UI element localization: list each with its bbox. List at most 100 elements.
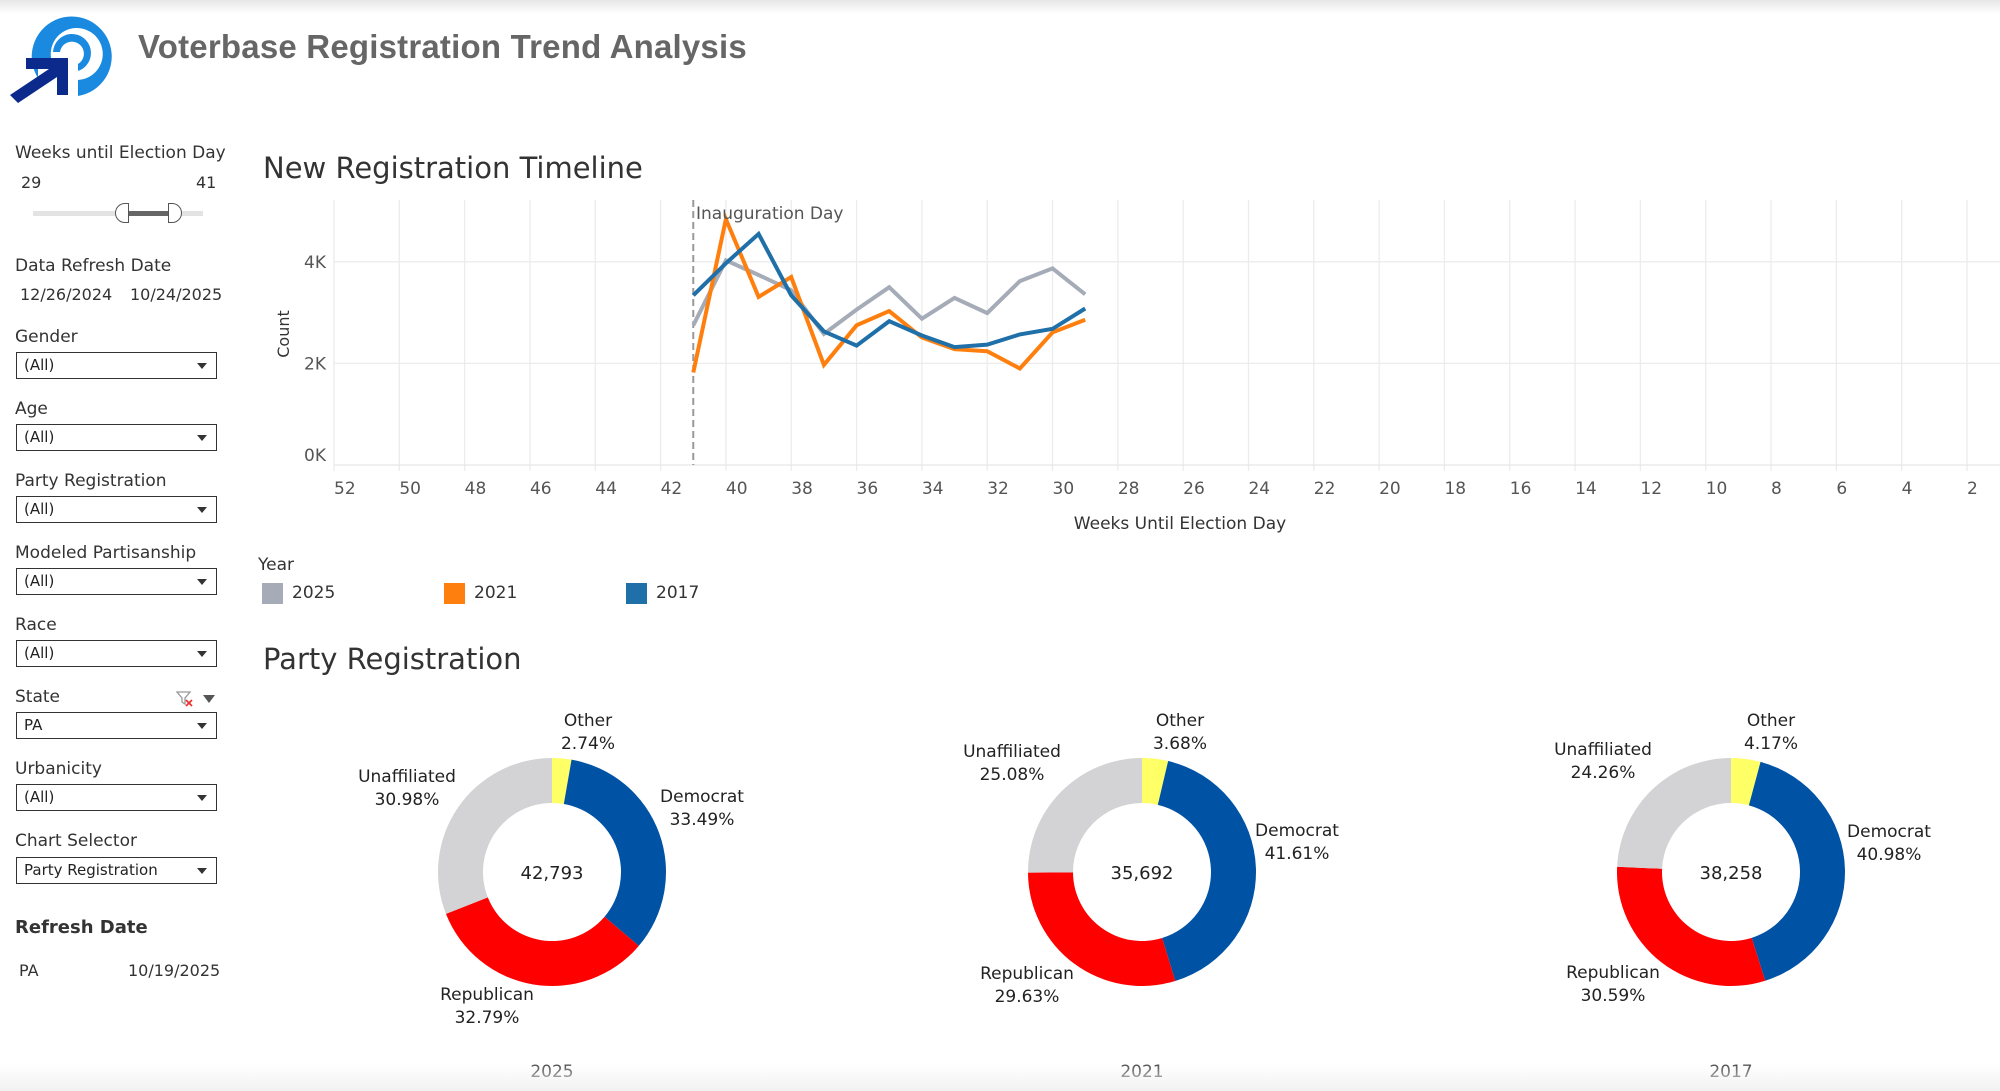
- chevron-down-icon: [197, 868, 207, 874]
- filter-label-race: Race: [15, 615, 57, 635]
- filter-label-age: Age: [15, 399, 48, 419]
- legend-swatch-2025: [262, 583, 283, 604]
- slice-label-percent: 41.61%: [1265, 844, 1330, 864]
- weeks-slider-max-handle[interactable]: [168, 203, 182, 223]
- x-tick-label: 46: [530, 479, 552, 499]
- filter-label-chart-selector: Chart Selector: [15, 831, 137, 851]
- series-line-2025[interactable]: [691, 257, 1087, 337]
- chevron-down-icon: [197, 363, 207, 369]
- slice-label-percent: 24.26%: [1571, 763, 1636, 783]
- donut-slice-other[interactable]: [552, 758, 572, 805]
- party-registration-title: Party Registration: [263, 642, 522, 676]
- age-dropdown-value: (All): [24, 428, 55, 446]
- y-tick-label: 2K: [304, 354, 327, 374]
- y-axis-label: Count: [274, 310, 293, 358]
- slice-label-name: Unaffiliated: [963, 742, 1061, 762]
- x-tick-label: 12: [1640, 479, 1662, 499]
- chevron-down-icon: [197, 435, 207, 441]
- donut-total: 38,258: [1700, 863, 1763, 884]
- series-line-2017[interactable]: [691, 230, 1087, 350]
- filter-label-gender: Gender: [15, 327, 78, 347]
- slice-label-name: Democrat: [1847, 822, 1931, 842]
- timeline-chart-title: New Registration Timeline: [263, 151, 643, 185]
- chart-selector-dropdown-value: Party Registration: [24, 861, 158, 879]
- donut-slice-unaffiliated[interactable]: [1028, 758, 1142, 873]
- age-dropdown[interactable]: (All): [16, 424, 217, 451]
- weeks-slider-range: [122, 211, 175, 216]
- slice-label-percent: 2.74%: [561, 734, 615, 754]
- chart-selector-dropdown[interactable]: Party Registration: [16, 857, 217, 884]
- donut-slice-other[interactable]: [1142, 758, 1169, 805]
- x-tick-label: 30: [1053, 479, 1075, 499]
- donut-chart-2025: Other 2.74% Democrat 33.49% Republican 32.79%…: [358, 711, 744, 1082]
- slice-label-name: Other: [1156, 711, 1204, 731]
- series-line-2021[interactable]: [691, 212, 1086, 373]
- modeled-partisanship-dropdown[interactable]: (All): [16, 568, 217, 595]
- state-dropdown-value: PA: [24, 716, 43, 734]
- donut-slice-democrat[interactable]: [1748, 761, 1845, 981]
- x-tick-label: 50: [399, 479, 421, 499]
- x-tick-label: 26: [1183, 479, 1205, 499]
- filter-label-party-registration: Party Registration: [15, 471, 167, 491]
- slice-label-name: Republican: [980, 964, 1074, 984]
- refresh-date-title: Refresh Date: [15, 917, 148, 938]
- weeks-slider-min-value: 29: [21, 173, 42, 192]
- slice-label-name: Democrat: [660, 787, 744, 807]
- chevron-down-icon: [197, 723, 207, 729]
- x-tick-label: 18: [1444, 479, 1466, 499]
- legend-swatch-2021: [444, 583, 465, 604]
- urbanicity-dropdown[interactable]: (All): [16, 784, 217, 811]
- donut-slice-democrat[interactable]: [1157, 761, 1256, 982]
- x-axis-label: Weeks Until Election Day: [1074, 514, 1286, 534]
- slice-label-percent: 30.98%: [375, 790, 440, 810]
- slice-label-name: Unaffiliated: [1554, 740, 1652, 760]
- x-tick-label: 20: [1379, 479, 1401, 499]
- gender-dropdown-value: (All): [24, 356, 55, 374]
- legend-swatch-2017: [626, 583, 647, 604]
- donut-slice-unaffiliated[interactable]: [1617, 758, 1731, 869]
- state-dropdown[interactable]: PA: [16, 712, 217, 739]
- donut-slice-republican[interactable]: [445, 897, 639, 987]
- race-dropdown-value: (All): [24, 644, 55, 662]
- slice-label-name: Democrat: [1255, 821, 1339, 841]
- inauguration-day-annotation: Inauguration Day: [696, 204, 844, 224]
- y-tick-label: 0K: [304, 446, 327, 466]
- chevron-down-icon: [197, 795, 207, 801]
- race-dropdown[interactable]: (All): [16, 640, 217, 667]
- donut-total: 42,793: [521, 863, 584, 884]
- x-tick-label: 4: [1902, 479, 1913, 499]
- slice-label-name: Republican: [440, 985, 534, 1005]
- party-registration-dropdown-value: (All): [24, 500, 55, 518]
- top-shadow: [0, 0, 2000, 14]
- donut-slice-republican[interactable]: [1028, 872, 1176, 986]
- clear-filter-icon[interactable]: [176, 690, 194, 708]
- timeline-chart: 52 50 48 46 44 42 40 38 36 34 32 30 28 26 24 22 20 18 16 14…: [274, 200, 2000, 534]
- x-tick-label: 36: [857, 479, 879, 499]
- legend-label-2017: 2017: [656, 583, 700, 603]
- x-tick-label: 22: [1314, 479, 1336, 499]
- slice-label-percent: 3.68%: [1153, 734, 1207, 754]
- x-tick-label: 16: [1510, 479, 1532, 499]
- donut-chart-2017: Other 4.17% Democrat 40.98% Republican 30.59%…: [1554, 711, 1931, 1082]
- y-tick-label: 4K: [304, 253, 327, 273]
- donut-slice-republican[interactable]: [1616, 866, 1766, 986]
- chevron-down-icon: [197, 651, 207, 657]
- party-registration-dropdown[interactable]: (All): [16, 496, 217, 523]
- x-tick-label: 40: [726, 479, 748, 499]
- x-tick-label: 8: [1771, 479, 1782, 499]
- weeks-slider-min-handle[interactable]: [115, 203, 129, 223]
- target-arrow-logo-icon: [10, 16, 112, 103]
- x-tick-label: 32: [987, 479, 1009, 499]
- slice-label-name: Republican: [1566, 963, 1660, 983]
- x-tick-label: 44: [595, 479, 617, 499]
- slice-label-percent: 32.79%: [455, 1008, 520, 1028]
- donut-slice-democrat[interactable]: [563, 759, 666, 946]
- gender-dropdown[interactable]: (All): [16, 352, 217, 379]
- donut-slice-other[interactable]: [1731, 758, 1761, 806]
- chevron-down-icon: [197, 507, 207, 513]
- donut-slice-unaffiliated[interactable]: [437, 758, 552, 914]
- dropdown-menu-icon[interactable]: [203, 694, 215, 704]
- x-tick-label: 52: [334, 479, 356, 499]
- weeks-slider-label: Weeks until Election Day: [15, 143, 226, 163]
